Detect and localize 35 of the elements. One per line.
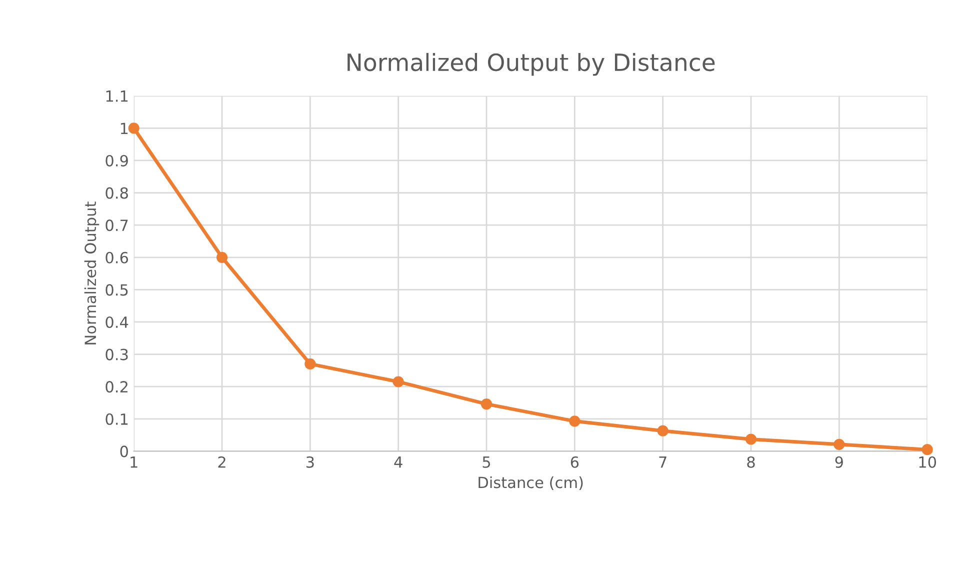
- x-tick-label: 9: [835, 456, 843, 468]
- y-axis-title: Normalized Output: [84, 202, 100, 344]
- point: [745, 434, 757, 445]
- x-tick-label: 3: [306, 456, 314, 468]
- y-tick-label: 0.3: [106, 348, 128, 360]
- x-tick-label: 2: [218, 456, 226, 468]
- point: [480, 398, 492, 410]
- chart-title: Normalized Output by Distance: [348, 52, 715, 76]
- x-axis-title: Distance (cm): [478, 476, 583, 490]
- y-tick-label: 0.5: [106, 284, 128, 296]
- x-tick-label: 7: [659, 456, 666, 468]
- point: [304, 358, 316, 370]
- y-tick-label: 1.1: [106, 90, 128, 102]
- point: [834, 438, 845, 450]
- y-tick-label: 0.8: [106, 187, 128, 199]
- x-tick-label: 1: [130, 456, 138, 468]
- point: [569, 416, 580, 427]
- point: [657, 425, 668, 436]
- y-tick-label: 0.4: [106, 316, 128, 328]
- y-tick-label: 0.2: [106, 381, 128, 393]
- point: [216, 252, 228, 263]
- x-tick-label: 6: [570, 456, 579, 468]
- x-tick-label: 4: [394, 456, 402, 468]
- x-tick-label: 5: [482, 456, 490, 468]
- x-tick-label: 10: [919, 456, 936, 468]
- y-tick-label: 1: [120, 122, 128, 134]
- y-tick-label: 0.6: [106, 252, 128, 264]
- x-tick-label: 8: [747, 456, 755, 468]
- point: [128, 122, 140, 134]
- y-tick-label: 0: [120, 446, 128, 458]
- y-tick-label: 0.7: [106, 220, 128, 232]
- y-tick-label: 0.9: [106, 154, 128, 167]
- point: [922, 444, 933, 456]
- y-tick-label: 0.1: [106, 413, 128, 425]
- point: [392, 376, 404, 388]
